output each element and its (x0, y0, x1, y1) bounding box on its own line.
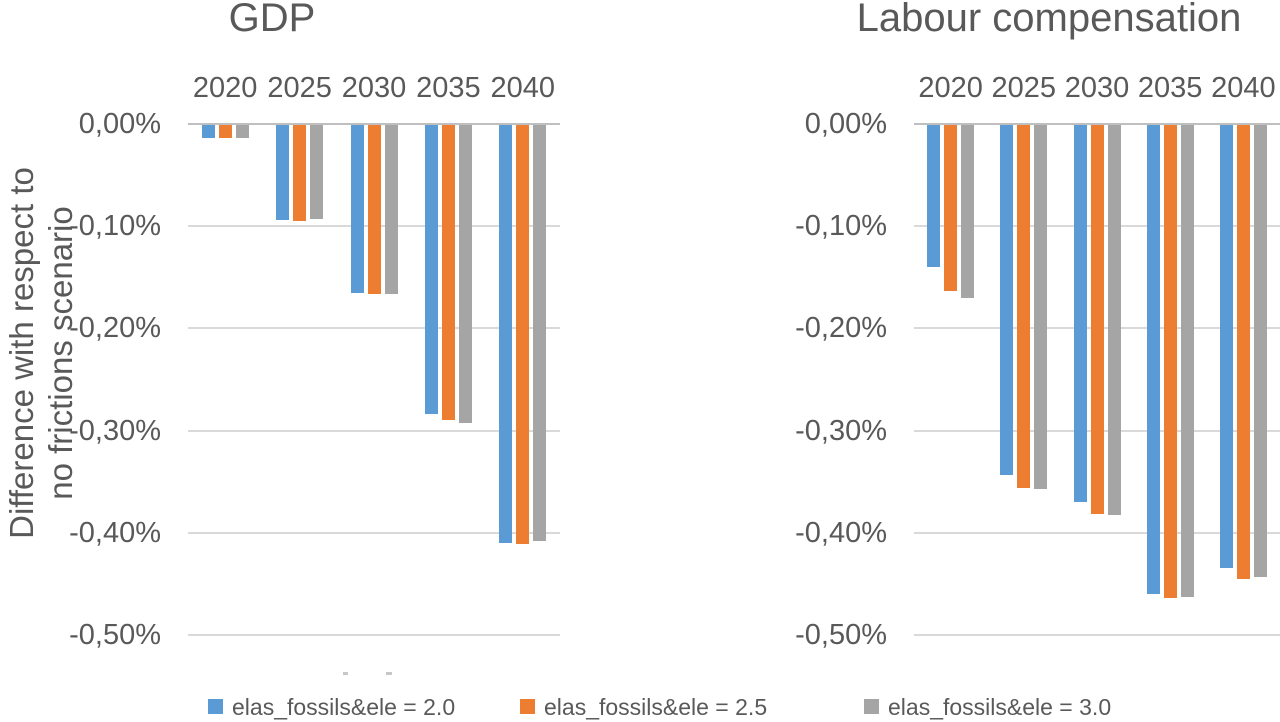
bar-2025-series-3 (1034, 125, 1047, 489)
bar-2040-series-1 (1220, 125, 1233, 568)
bar-2030-series-3 (1108, 125, 1121, 515)
y-tick-label: 0,00% (78, 108, 161, 140)
legend-swatch-gray (864, 699, 879, 714)
x-category-label: 2025 (267, 72, 332, 104)
x-category-label: 2040 (1211, 72, 1276, 104)
bar-2040-series-2 (516, 125, 529, 544)
gridline (188, 123, 560, 125)
x-category-label: 2030 (1064, 72, 1130, 104)
chart-title-gdp: GDP (228, 0, 316, 40)
y-tick-label: -0,20% (69, 312, 161, 345)
legend-item-elas-2-5: elas_fossils&ele = 2.5 (520, 694, 767, 720)
gridline (188, 531, 560, 534)
x-category-label: 2025 (991, 72, 1057, 104)
bar-2040-series-3 (533, 125, 546, 541)
bar-2025-series-1 (276, 125, 289, 220)
legend-label: elas_fossils&ele = 3.0 (888, 694, 1112, 720)
bar-2030-series-3 (385, 125, 398, 294)
y-tick-label: -0,10% (69, 210, 161, 243)
x-category-label: 2020 (192, 72, 258, 104)
legend-item-elas-3-0: elas_fossils&ele = 3.0 (864, 694, 1111, 720)
legend: elas_fossils&ele = 2.0 elas_fossils&ele … (0, 694, 1280, 722)
bar-2020-series-3 (961, 125, 974, 298)
bar-2035-series-1 (425, 125, 438, 414)
y-tick-label: -0,50% (69, 619, 161, 651)
bar-2030-series-2 (1091, 125, 1104, 514)
bar-2020-series-3 (236, 125, 249, 138)
gridline (914, 531, 1280, 534)
chart-title-labour-compensation: Labour compensation (856, 0, 1242, 40)
bar-2030-series-1 (351, 125, 364, 293)
legend-label: elas_fossils&ele = 2.0 (232, 694, 456, 720)
stray-mark (386, 672, 392, 675)
bar-2025-series-2 (293, 125, 306, 221)
stray-mark (343, 672, 348, 675)
gridline (188, 429, 560, 432)
y-tick-label: -0,10% (795, 210, 887, 243)
x-category-label: 2035 (1137, 72, 1203, 104)
bar-2025-series-2 (1017, 125, 1030, 488)
bar-2035-series-3 (1181, 125, 1194, 597)
bar-2025-series-1 (1000, 125, 1013, 475)
gridline (188, 327, 560, 330)
bar-2040-series-3 (1254, 125, 1267, 577)
bar-2035-series-2 (442, 125, 455, 420)
bar-2020-series-1 (202, 125, 215, 138)
y-tick-label: -0,40% (69, 516, 161, 549)
bar-2025-series-3 (310, 125, 323, 219)
y-tick-label: -0,50% (795, 619, 887, 651)
y-tick-label: -0,30% (69, 414, 161, 447)
bar-2020-series-2 (219, 125, 232, 138)
y-tick-label: -0,20% (795, 312, 887, 345)
gridline (188, 634, 560, 636)
gridline (914, 123, 1280, 125)
y-tick-label: -0,30% (795, 414, 887, 447)
x-category-label: 2030 (341, 72, 407, 104)
bar-2040-series-1 (499, 125, 512, 543)
bar-2035-series-2 (1164, 125, 1177, 598)
bar-2035-series-1 (1147, 125, 1160, 594)
legend-item-elas-2-0: elas_fossils&ele = 2.0 (208, 694, 455, 720)
y-tick-label: 0,00% (804, 108, 887, 140)
bar-2020-series-2 (944, 125, 957, 291)
bar-2030-series-2 (368, 125, 381, 294)
bar-2040-series-2 (1237, 125, 1250, 579)
y-tick-label: -0,40% (795, 516, 887, 549)
x-category-label: 2020 (918, 72, 983, 104)
legend-swatch-orange (520, 699, 535, 714)
gridline (914, 634, 1280, 636)
bar-2035-series-3 (459, 125, 472, 423)
x-category-label: 2040 (490, 72, 556, 104)
legend-label: elas_fossils&ele = 2.5 (544, 694, 768, 720)
x-category-label: 2035 (416, 72, 481, 104)
bar-2020-series-1 (927, 125, 940, 267)
bar-2030-series-1 (1074, 125, 1087, 502)
legend-swatch-blue (208, 699, 223, 714)
